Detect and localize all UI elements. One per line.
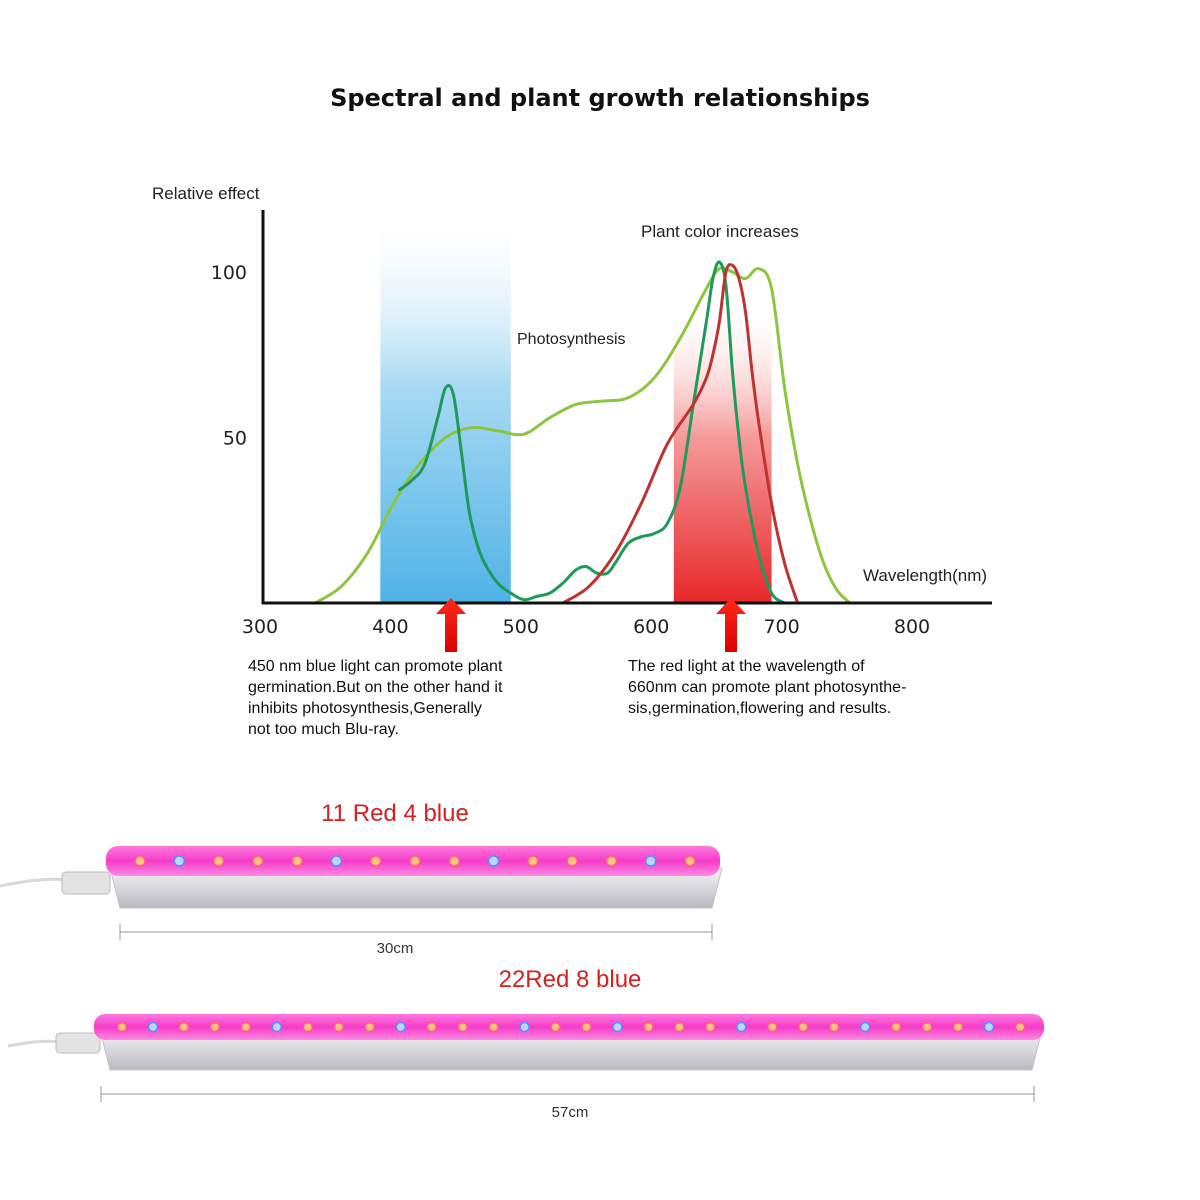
photosynthesis-annotation: Photosynthesis bbox=[517, 331, 626, 348]
red-led bbox=[527, 855, 539, 867]
red-led bbox=[581, 1021, 592, 1033]
red-led bbox=[705, 1021, 716, 1033]
red-led bbox=[890, 1021, 902, 1033]
blue-arrow-icon bbox=[436, 598, 466, 652]
red-led bbox=[767, 1021, 778, 1033]
blue-led bbox=[147, 1021, 159, 1033]
y-tick-label: 50 bbox=[223, 428, 247, 450]
blue-led bbox=[736, 1021, 747, 1033]
x-tick-label: 800 bbox=[894, 616, 930, 638]
red-led bbox=[116, 1021, 128, 1033]
red-arrow-icon bbox=[716, 598, 746, 652]
red-led bbox=[178, 1021, 190, 1033]
red-led bbox=[209, 1021, 221, 1033]
long-bar-label: 22Red 8 blue bbox=[498, 966, 642, 993]
blue-led bbox=[519, 1021, 530, 1033]
red-led bbox=[643, 1021, 654, 1033]
blue-led bbox=[644, 855, 657, 867]
blue-led bbox=[173, 855, 186, 867]
x-tick-label: 300 bbox=[242, 616, 278, 638]
x-tick-label: 500 bbox=[503, 616, 539, 638]
long-bar-size: 57cm bbox=[551, 1104, 589, 1121]
red-led bbox=[134, 855, 146, 867]
red-led bbox=[409, 855, 421, 867]
red-led bbox=[426, 1021, 437, 1033]
x-tick-label: 400 bbox=[372, 616, 408, 638]
red-led bbox=[333, 1021, 345, 1033]
blue-led bbox=[487, 855, 500, 867]
short-bar-size: 30cm bbox=[376, 940, 414, 957]
blue-light-note: 450 nm blue light can promote plant germ… bbox=[248, 658, 503, 738]
red-led bbox=[566, 855, 578, 867]
blue-led bbox=[612, 1021, 623, 1033]
y-axis-label: Relative effect bbox=[152, 184, 260, 203]
x-tick-label: 600 bbox=[633, 616, 669, 638]
red-led bbox=[302, 1021, 314, 1033]
red-led bbox=[369, 855, 382, 867]
blue-led bbox=[859, 1021, 871, 1033]
red-led bbox=[828, 1021, 840, 1033]
red-led bbox=[952, 1021, 964, 1033]
long-grow-light bbox=[7, 1014, 1044, 1071]
red-led bbox=[1014, 1021, 1026, 1033]
chart-title: Spectral and plant growth relationships bbox=[330, 84, 870, 112]
y-tick-label: 100 bbox=[211, 262, 247, 284]
red-led bbox=[252, 855, 264, 867]
red-led bbox=[212, 855, 225, 867]
red-led bbox=[674, 1021, 685, 1033]
red-led bbox=[457, 1021, 468, 1033]
short-grow-light bbox=[0, 846, 723, 909]
spectrum-band-1 bbox=[673, 300, 772, 603]
red-led bbox=[684, 855, 696, 867]
blue-led bbox=[271, 1021, 283, 1033]
x-axis-label: Wavelength(nm) bbox=[863, 566, 987, 585]
red-led bbox=[605, 855, 618, 867]
red-light-note: The red light at the wavelength of 660nm… bbox=[628, 658, 907, 717]
x-tick-label: 700 bbox=[763, 616, 799, 638]
red-led bbox=[364, 1021, 375, 1033]
series-line-2 bbox=[562, 263, 800, 605]
blue-led bbox=[330, 855, 343, 867]
spectrum-band-0 bbox=[380, 205, 511, 603]
blue-led bbox=[983, 1021, 995, 1033]
red-led bbox=[921, 1021, 933, 1033]
red-led bbox=[488, 1021, 499, 1033]
red-led bbox=[448, 855, 461, 867]
red-led bbox=[797, 1021, 809, 1033]
red-led bbox=[240, 1021, 252, 1033]
red-led bbox=[550, 1021, 561, 1033]
short-bar-label: 11 Red 4 blue bbox=[321, 800, 469, 827]
blue-led bbox=[395, 1021, 406, 1033]
red-led bbox=[291, 855, 303, 867]
plant-color-annotation: Plant color increases bbox=[641, 222, 799, 241]
